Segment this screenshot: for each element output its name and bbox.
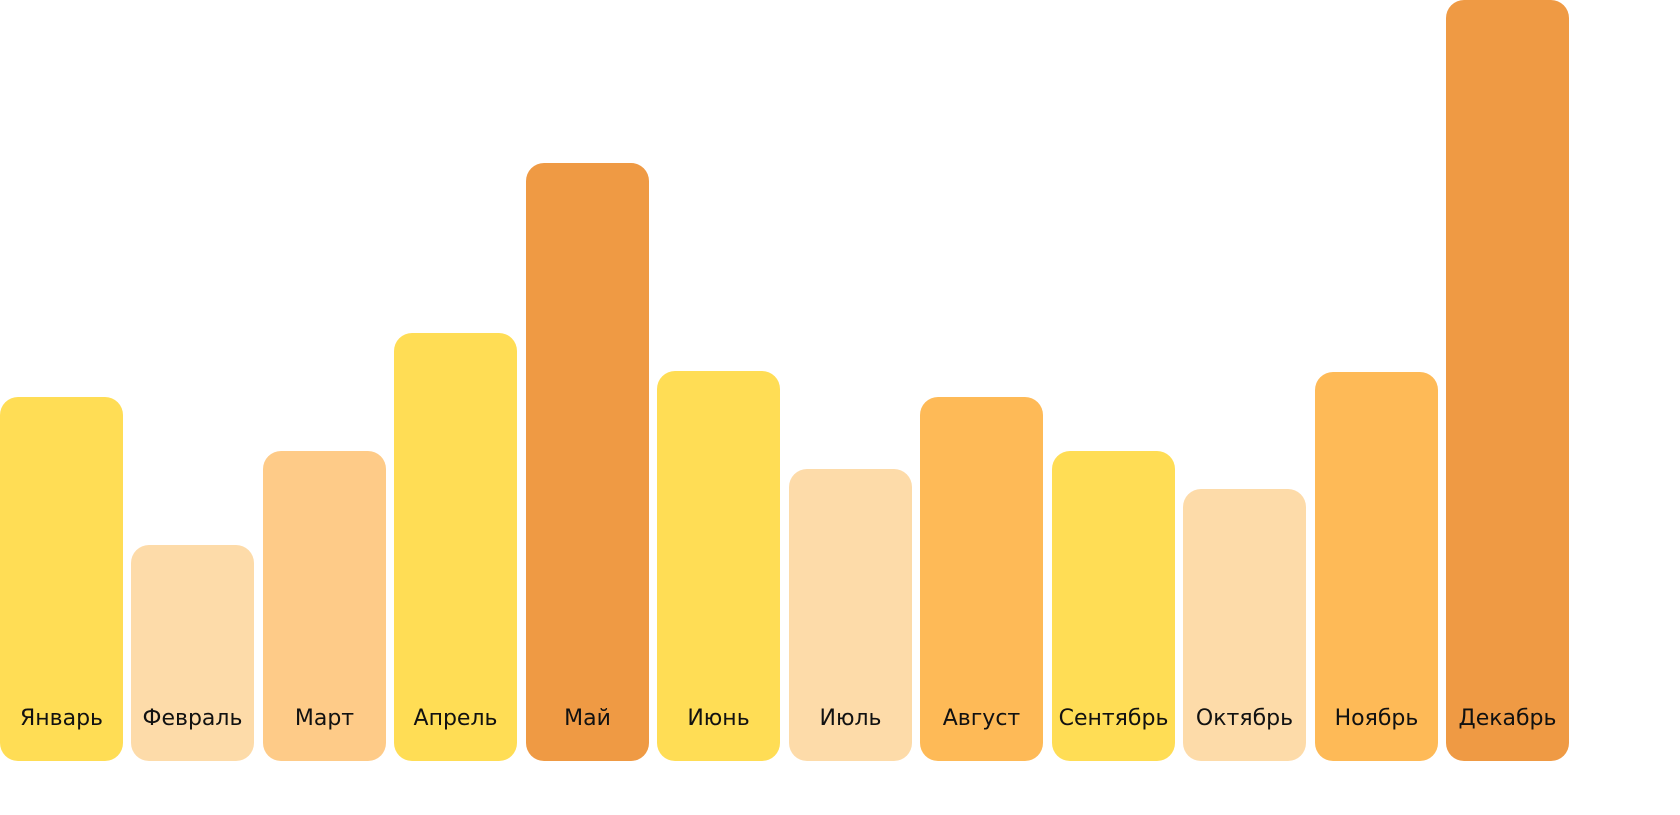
bar-1 (0, 397, 123, 761)
bar-label: Апрель (413, 706, 498, 731)
bar-label: Февраль (142, 706, 243, 731)
bar-label: Октябрь (1195, 706, 1294, 731)
bar-label: Июнь (687, 706, 750, 731)
bar-label: Март (294, 706, 355, 731)
bar-5 (526, 162, 649, 761)
bar-9 (1052, 450, 1175, 761)
bar-label: Май (564, 706, 611, 731)
bar-label: Июль (819, 706, 882, 731)
bar-3 (263, 450, 386, 761)
bar-11 (1315, 372, 1438, 761)
bar-label: Декабрь (1458, 706, 1557, 731)
bar-2 (131, 544, 254, 761)
bar-label: Август (942, 706, 1021, 731)
bar-8 (920, 397, 1043, 761)
bar-label: Ноябрь (1334, 706, 1419, 731)
bar-12 (1446, 0, 1569, 761)
bar-4 (394, 332, 517, 761)
bar-7 (789, 468, 912, 761)
bar-label: Январь (19, 706, 104, 731)
bar-10 (1183, 489, 1306, 761)
bar-label: Сентябрь (1058, 706, 1169, 731)
bar-6 (657, 371, 780, 761)
bar-chart: Январь Февраль Март Апрель Май Июнь Июль Август… (0, 0, 1569, 761)
